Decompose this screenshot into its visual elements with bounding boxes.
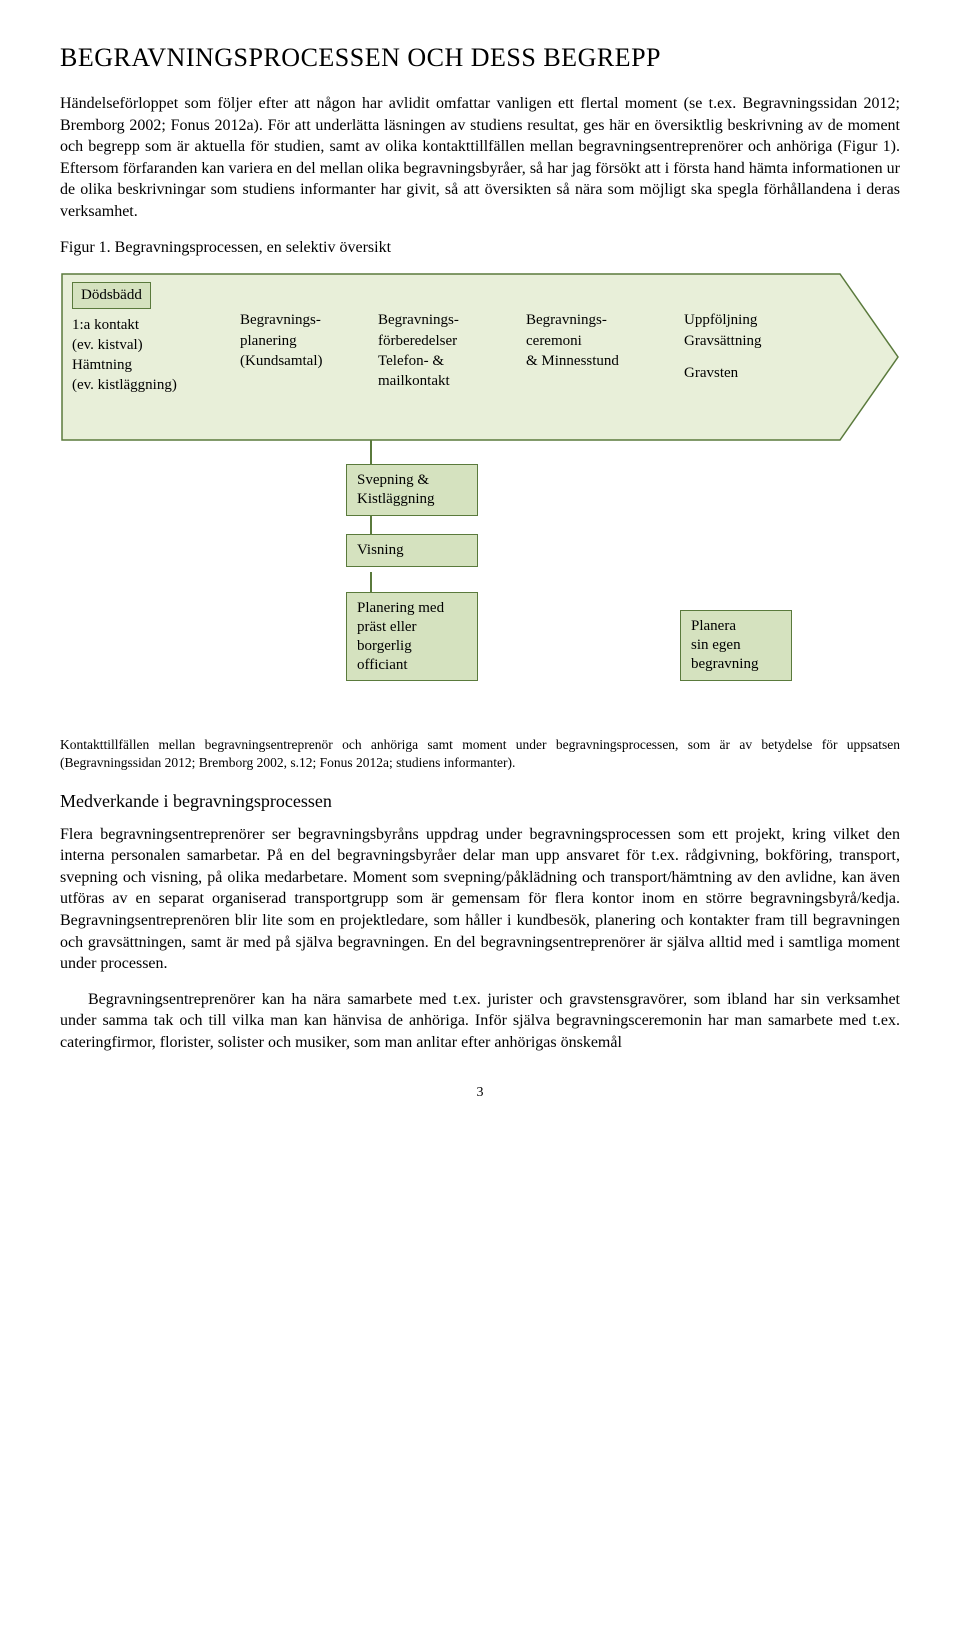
box-d-l3: begravning xyxy=(691,656,758,672)
box-b: Visning xyxy=(357,542,404,558)
col5-l1: Uppföljning xyxy=(684,310,804,330)
box-c-l4: officiant xyxy=(357,657,408,673)
col1-boxed: Dödsbädd xyxy=(72,282,151,308)
box-svepning: Svepning & Kistläggning xyxy=(346,464,478,516)
arrow-columns: Dödsbädd 1:a kontakt (ev. kistval) Hämtn… xyxy=(72,282,830,395)
box-visning: Visning xyxy=(346,534,478,567)
box-d-l1: Planera xyxy=(691,618,736,634)
col4-l3: & Minnesstund xyxy=(526,351,666,371)
col3-l1: Begravnings- xyxy=(378,310,508,330)
arrow-band: Dödsbädd 1:a kontakt (ev. kistval) Hämtn… xyxy=(60,272,900,442)
stub-3 xyxy=(370,572,372,592)
col-1: Dödsbädd 1:a kontakt (ev. kistval) Hämtn… xyxy=(72,282,222,395)
col3-l4: mailkontakt xyxy=(378,371,508,391)
col-4: Begravnings- ceremoni & Minnesstund xyxy=(526,282,666,395)
box-c-l2: präst eller xyxy=(357,619,417,635)
col5-l2: Gravsättning xyxy=(684,331,804,351)
col1-l4: (ev. kistläggning) xyxy=(72,375,222,395)
paragraph-2: Flera begravningsentreprenörer ser begra… xyxy=(60,824,900,975)
stub-2 xyxy=(370,514,372,534)
col-5: Uppföljning Gravsättning Gravsten xyxy=(684,282,804,395)
box-planera-egen: Planera sin egen begravning xyxy=(680,610,792,680)
process-diagram: Dödsbädd 1:a kontakt (ev. kistval) Hämtn… xyxy=(60,272,900,722)
col1-l2: (ev. kistval) xyxy=(72,335,222,355)
col-3: Begravnings- förberedelser Telefon- & ma… xyxy=(378,282,508,395)
col2-l3: (Kundsamtal) xyxy=(240,351,360,371)
box-c-l3: borgerlig xyxy=(357,638,412,654)
col3-l2: förberedelser xyxy=(378,331,508,351)
col3-l3: Telefon- & xyxy=(378,351,508,371)
page-title: BEGRAVNINGSPROCESSEN OCH DESS BEGREPP xyxy=(60,40,900,75)
intro-paragraph: Händelseförloppet som följer efter att n… xyxy=(60,93,900,223)
col4-l1: Begravnings- xyxy=(526,310,666,330)
col1-l1: 1:a kontakt xyxy=(72,315,222,335)
col5-l3: Gravsten xyxy=(684,363,804,383)
stub-1 xyxy=(370,440,372,464)
box-planering: Planering med präst eller borgerlig offi… xyxy=(346,592,478,681)
box-c-l1: Planering med xyxy=(357,600,444,616)
col1-l3: Hämtning xyxy=(72,355,222,375)
subheading: Medverkande i begravningsprocessen xyxy=(60,789,900,813)
col-2: Begravnings- planering (Kundsamtal) xyxy=(240,282,360,395)
figure-caption: Figur 1. Begravningsprocessen, en selekt… xyxy=(60,237,900,259)
col2-l2: planering xyxy=(240,331,360,351)
box-a-l1: Svepning & xyxy=(357,472,429,488)
box-a-l2: Kistläggning xyxy=(357,491,435,507)
figure-note: Kontakttillfällen mellan begravningsentr… xyxy=(60,736,900,771)
col4-l2: ceremoni xyxy=(526,331,666,351)
page-number: 3 xyxy=(60,1084,900,1103)
col2-l1: Begravnings- xyxy=(240,310,360,330)
paragraph-3: Begravningsentreprenörer kan ha nära sam… xyxy=(60,989,900,1054)
box-d-l2: sin egen xyxy=(691,637,741,653)
